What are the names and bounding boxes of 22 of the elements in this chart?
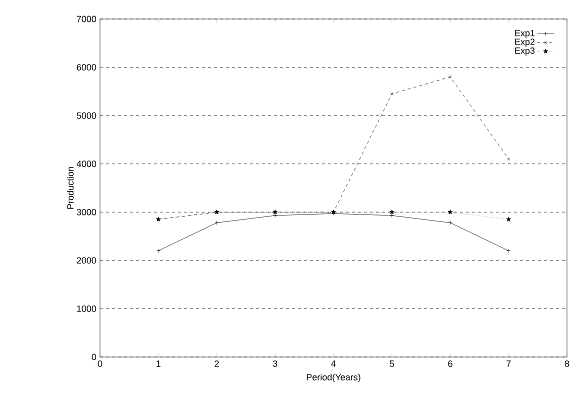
x-axis-title: Period(Years) [306, 374, 360, 382]
x-tick-label: 6 [448, 360, 452, 367]
x-tick-label: 0 [98, 360, 102, 367]
y-tick-label: 3000 [76, 208, 96, 216]
x-tick-label: 8 [564, 360, 570, 367]
x-tick-label: 3 [272, 360, 278, 367]
y-tick-label: 5000 [76, 112, 96, 119]
legend-label: Exp1 [515, 30, 535, 38]
x-tick-label: 5 [390, 360, 394, 367]
y-tick-label: 6000 [76, 64, 96, 70]
y-tick-label: 1000 [77, 306, 96, 312]
x-tick-label: 2 [214, 360, 219, 367]
x-tick-label: 1 [156, 360, 160, 367]
y-tick-label: 0 [92, 354, 96, 360]
y-tick-label: 2000 [76, 257, 96, 264]
legend-label: Exp2 [515, 38, 535, 47]
x-tick-label: 4 [331, 360, 336, 367]
y-axis-title: Production [66, 167, 74, 209]
legend-label: Exp3 [515, 47, 535, 56]
x-tick-label: 7 [506, 360, 511, 367]
y-tick-label: 7000 [76, 16, 96, 22]
y-tick-label: 4000 [76, 160, 96, 168]
